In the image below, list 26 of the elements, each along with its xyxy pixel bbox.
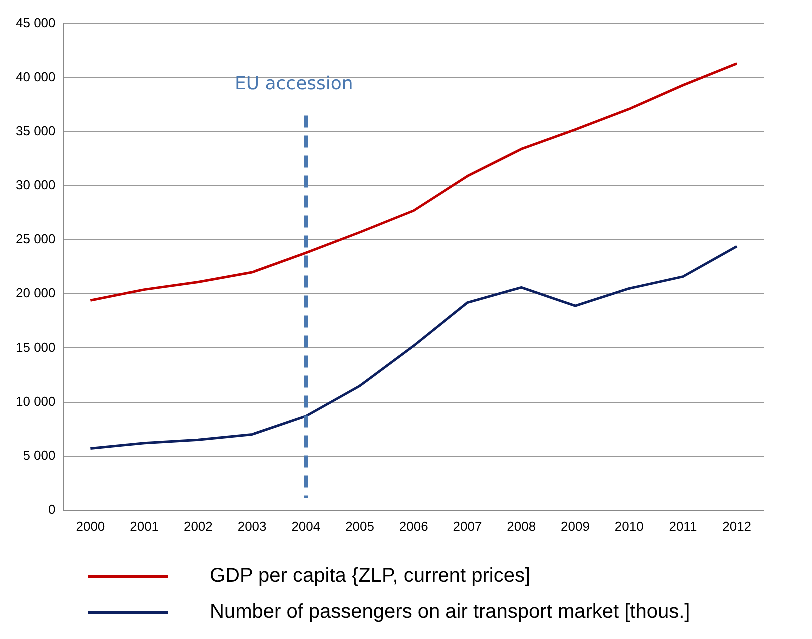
x-tick-label: 2001 bbox=[130, 518, 160, 534]
ref-line-label: EU accession bbox=[234, 73, 354, 94]
y-tick-label: 20 000 bbox=[16, 286, 56, 301]
x-tick-label: 2006 bbox=[399, 518, 428, 534]
legend-label: Number of passengers on air transport market [thous.] bbox=[210, 600, 690, 624]
legend-label: GDP per capita {ZLP, current prices] bbox=[210, 564, 531, 588]
y-tick-label: 25 000 bbox=[16, 232, 56, 247]
x-tick-label: 2008 bbox=[507, 518, 536, 534]
y-tick-label: 5 000 bbox=[23, 448, 56, 463]
x-tick-label: 2010 bbox=[614, 518, 644, 534]
y-tick-label: 45 000 bbox=[16, 15, 56, 30]
y-tick-label: 15 000 bbox=[16, 340, 56, 355]
x-tick-label: 2004 bbox=[292, 518, 321, 534]
x-tick-label: 2005 bbox=[346, 518, 374, 534]
x-tick-label: 2003 bbox=[238, 518, 267, 534]
x-tick-label: 2000 bbox=[76, 518, 106, 534]
x-tick-label: 2011 bbox=[669, 518, 698, 534]
x-tick-label: 2012 bbox=[722, 518, 752, 534]
y-tick-label: 35 000 bbox=[16, 124, 56, 139]
x-tick-label: 2002 bbox=[184, 518, 213, 534]
x-tick-label: 2009 bbox=[561, 518, 590, 534]
y-tick-label: 10 000 bbox=[16, 394, 56, 409]
y-tick-label: 40 000 bbox=[16, 69, 56, 84]
y-tick-label: 30 000 bbox=[16, 178, 56, 193]
y-tick-label: 0 bbox=[48, 502, 56, 517]
x-tick-label: 2007 bbox=[453, 518, 482, 534]
